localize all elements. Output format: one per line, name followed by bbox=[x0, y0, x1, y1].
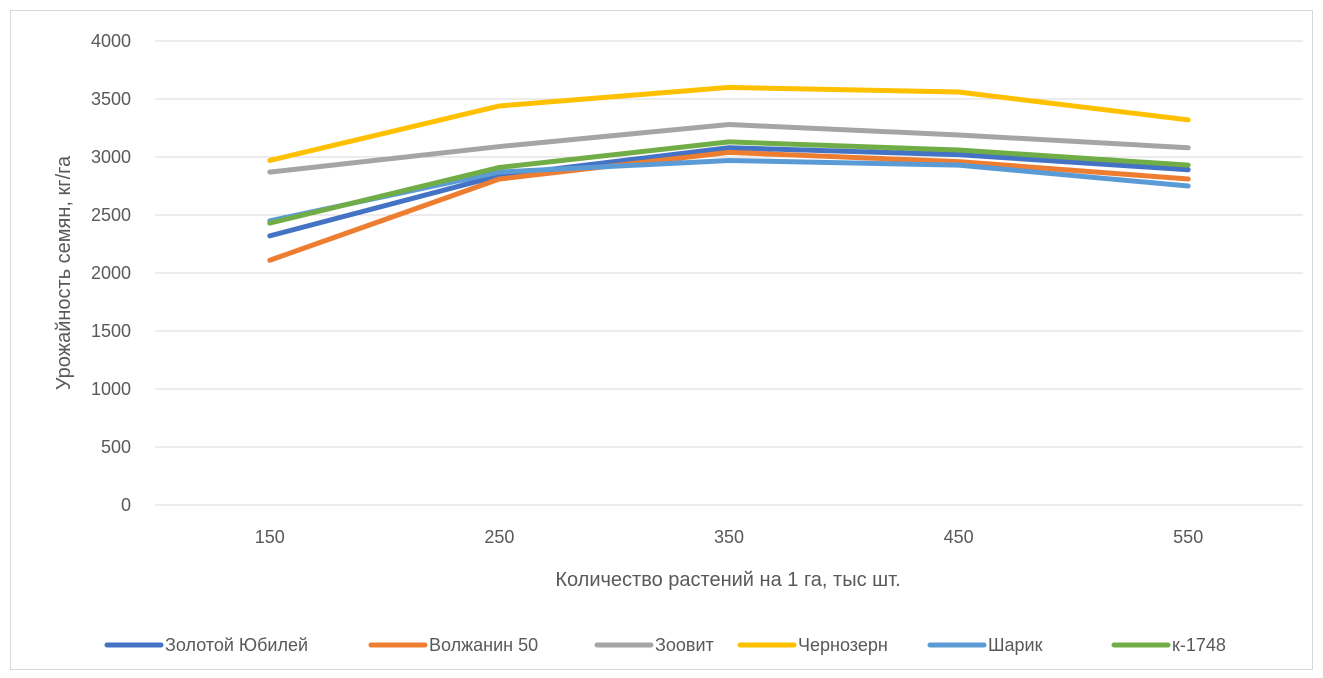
y-axis-ticks: 0 500 1000 1500 2000 2500 3000 3500 4000 bbox=[91, 31, 131, 515]
y-tick-label: 1000 bbox=[91, 379, 131, 399]
x-tick-label: 250 bbox=[484, 527, 514, 547]
legend-label: Шарик bbox=[988, 635, 1043, 655]
chart-frame bbox=[10, 10, 1313, 670]
legend: Золотой Юбилей Волжанин 50 Зоовит Чернозерн… bbox=[104, 635, 1226, 655]
x-axis-title: Количество растений на 1 га, тыс шт. bbox=[555, 569, 900, 591]
y-tick-label: 1500 bbox=[91, 321, 131, 341]
y-tick-label: 2500 bbox=[91, 205, 131, 225]
y-tick-label: 500 bbox=[101, 437, 131, 457]
y-tick-label: 3000 bbox=[91, 147, 131, 167]
legend-label: к-1748 bbox=[1172, 635, 1226, 655]
gridlines bbox=[155, 40, 1303, 506]
y-axis-title: Урожайность семян, кг/га bbox=[53, 155, 75, 390]
x-tick-label: 450 bbox=[944, 527, 974, 547]
legend-label: Чернозерн bbox=[798, 635, 888, 655]
y-tick-label: 2000 bbox=[91, 263, 131, 283]
series-line bbox=[267, 84, 1191, 163]
y-tick-label: 4000 bbox=[91, 31, 131, 51]
legend-label: Золотой Юбилей bbox=[165, 635, 308, 655]
x-tick-label: 350 bbox=[714, 527, 744, 547]
x-axis-ticks: 150 250 350 450 550 bbox=[255, 527, 1203, 547]
x-tick-label: 550 bbox=[1173, 527, 1203, 547]
y-tick-label: 0 bbox=[121, 495, 131, 515]
series-line bbox=[267, 145, 1191, 239]
series-line bbox=[267, 149, 1191, 263]
legend-label: Зоовит bbox=[655, 635, 714, 655]
series-line bbox=[267, 122, 1191, 175]
y-tick-label: 3500 bbox=[91, 89, 131, 109]
legend-label: Волжанин 50 bbox=[429, 635, 538, 655]
x-tick-label: 150 bbox=[255, 527, 285, 547]
series-line bbox=[267, 139, 1191, 226]
series-lines bbox=[267, 84, 1191, 263]
